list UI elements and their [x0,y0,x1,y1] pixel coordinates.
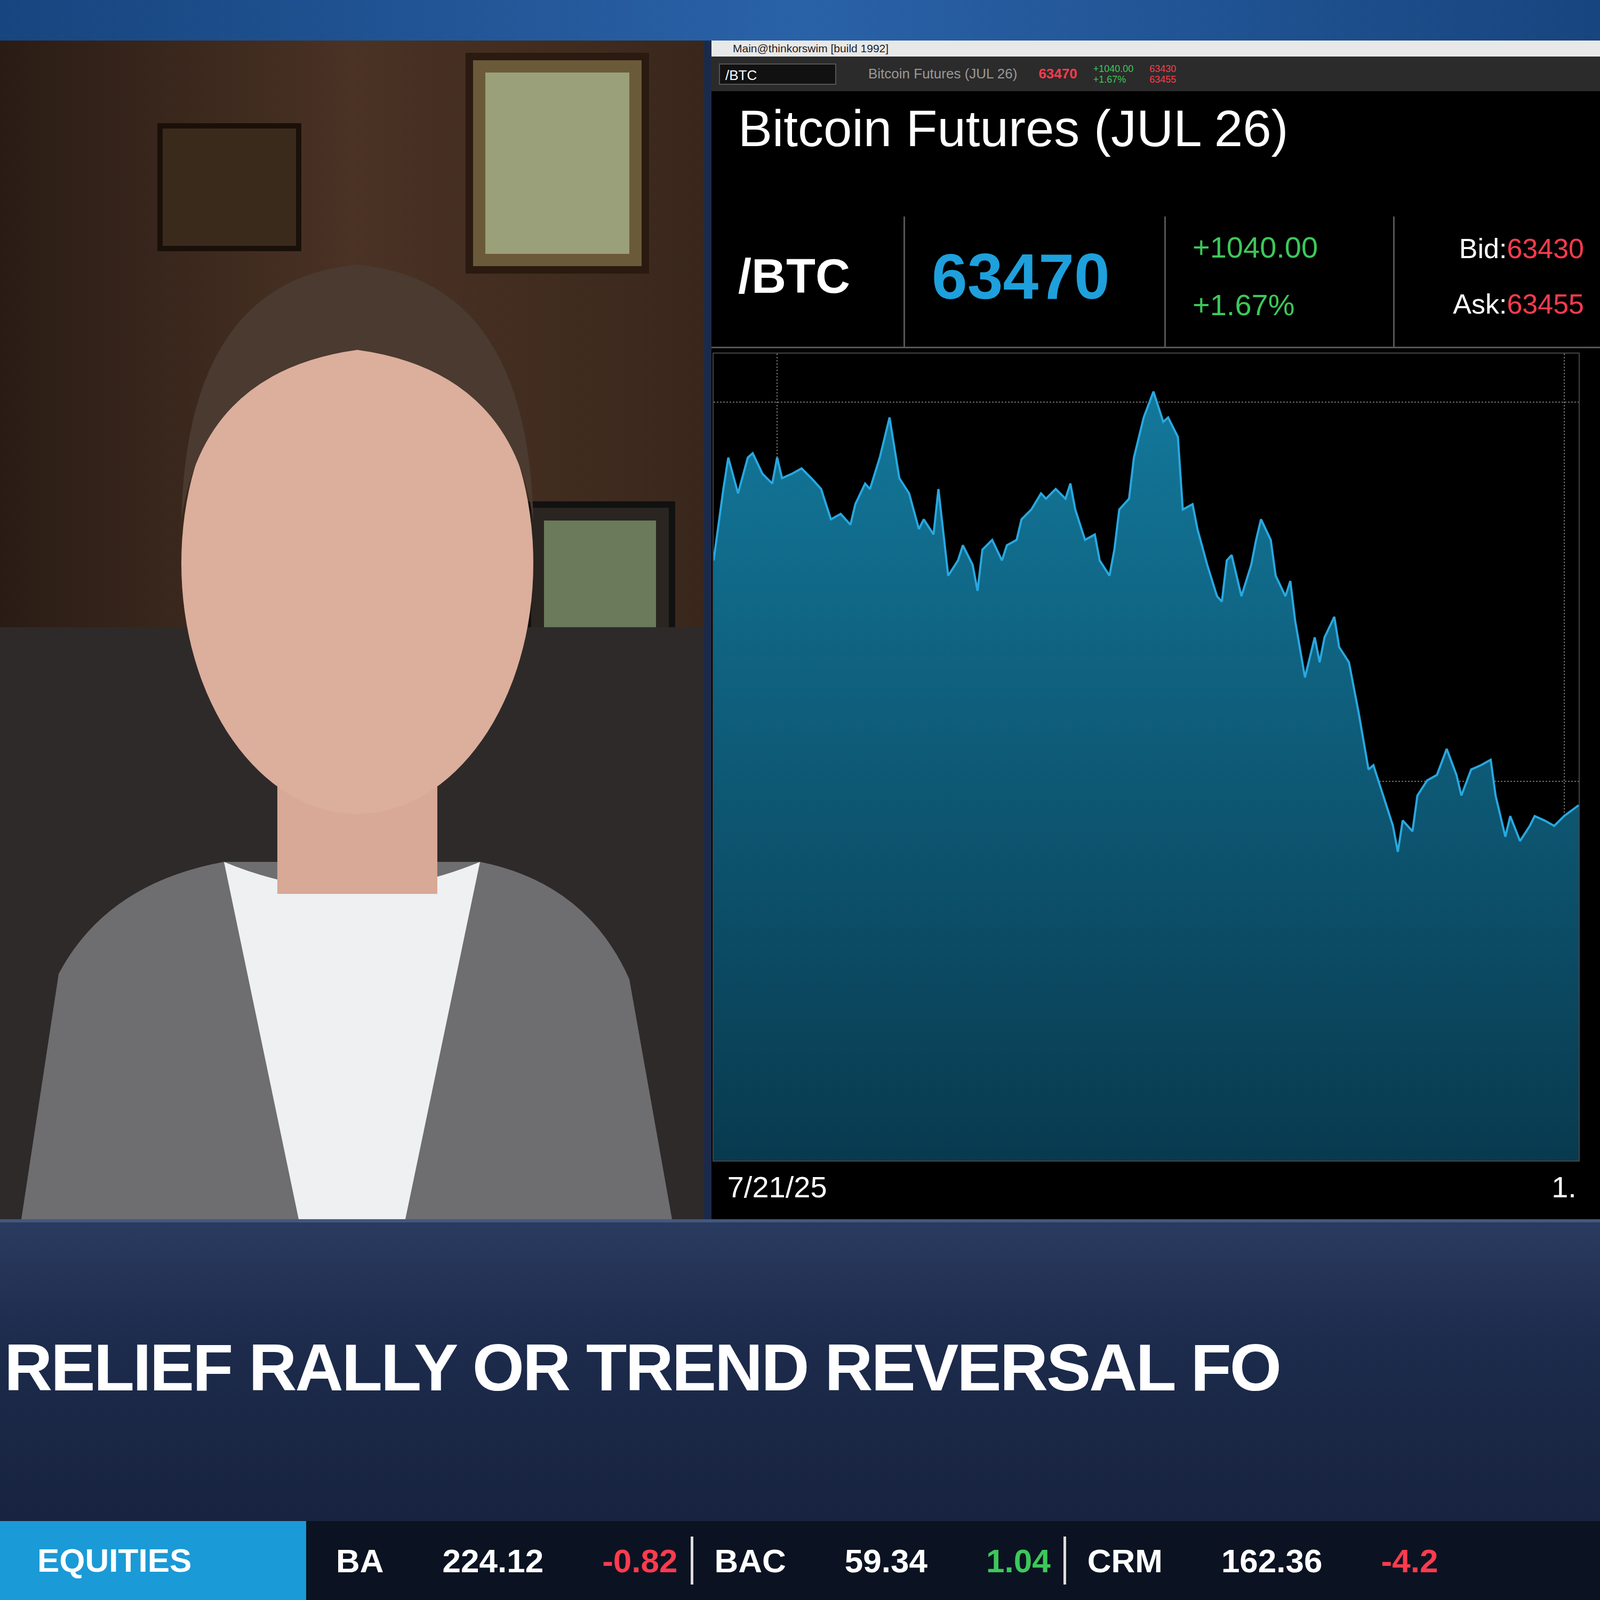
html-text:EQUITIES: EQUITIES [37,1541,192,1579]
html-text:BAC: BAC [714,1542,787,1579]
html-text:Main@thinkorswim [build 1992]: Main@thinkorswim [build 1992] [732,42,889,55]
html-text:59.34: 59.34 [844,1542,928,1579]
html-text:63430: 63430 [1149,63,1177,74]
html-text:63455: 63455 [1149,73,1177,85]
html-text:Bid: 63430: Bid: 63430 [1459,233,1584,264]
html-text:CRM: CRM [1087,1542,1163,1579]
html-text:224.12: 224.12 [442,1542,544,1579]
html-text:-4.2: -4.2 [1381,1542,1439,1579]
html-text:+1040.00: +1040.00 [1093,63,1134,74]
html-text:-0.82: -0.82 [602,1542,678,1579]
html-text:Ask: 63455: Ask: 63455 [1452,288,1584,320]
html-text:162.36: 162.36 [1221,1542,1323,1579]
html-text:+1.67%: +1.67% [1192,288,1295,322]
html-text:1.04: 1.04 [986,1542,1051,1579]
svg-text:1.: 1. [1551,1170,1577,1204]
html-text:BA: BA [336,1542,384,1579]
html-text:63470: 63470 [1038,65,1078,82]
html-text:Bitcoin Futures (JUL 26): Bitcoin Futures (JUL 26) [738,99,1289,157]
html-text:/BTC: /BTC [725,66,757,83]
html-text:+1.67%: +1.67% [1093,73,1127,85]
svg-text:7/21/25: 7/21/25 [727,1170,828,1204]
html-text:RELIEF RALLY OR TREND REVERSAL: RELIEF RALLY OR TREND REVERSAL FO [4,1330,1280,1405]
html-text:+1040.00: +1040.00 [1192,230,1318,264]
html-text:63470: 63470 [931,240,1110,312]
html-text:/BTC: /BTC [738,249,851,303]
html-text:Bitcoin Futures (JUL 26): Bitcoin Futures (JUL 26) [868,65,1018,82]
